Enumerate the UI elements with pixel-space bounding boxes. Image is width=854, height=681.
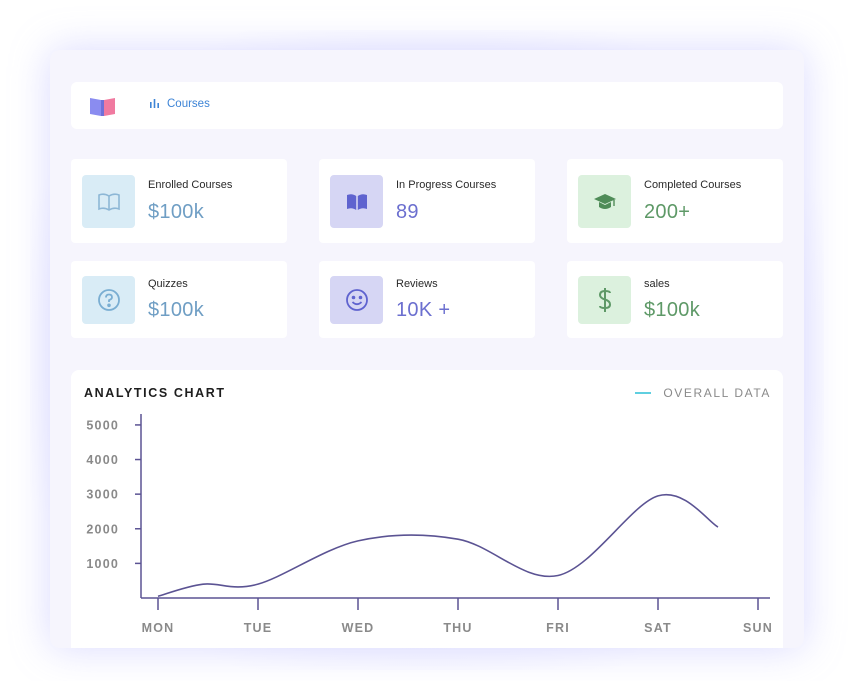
legend-swatch: [635, 392, 652, 394]
y-tick-label: 4000: [86, 453, 119, 467]
x-tick-label: THU: [443, 621, 472, 635]
bar-chart-icon: [149, 97, 160, 111]
top-navbar: Courses: [71, 82, 783, 129]
x-tick-label: SAT: [644, 621, 672, 635]
legend-label: OVERALL DATA: [663, 386, 771, 400]
graduation-cap-icon: [578, 175, 631, 228]
stat-label: Reviews: [396, 278, 438, 290]
stat-value: $100k: [148, 201, 204, 223]
stat-value: $100k: [644, 299, 700, 321]
stat-label: Quizzes: [148, 278, 188, 290]
stat-card-completed-courses[interactable]: Completed Courses 200+: [567, 159, 783, 243]
y-tick-label: 2000: [86, 522, 119, 536]
stat-label: sales: [644, 278, 670, 290]
stat-label: Completed Courses: [644, 179, 742, 191]
stat-value: 10K +: [396, 299, 451, 321]
y-tick-label: 5000: [86, 418, 119, 432]
stat-card-enrolled-courses[interactable]: Enrolled Courses $100k: [71, 159, 287, 243]
series-line-overall-data: [157, 493, 719, 598]
stat-card-in-progress-courses[interactable]: In Progress Courses 89: [319, 159, 535, 243]
stat-card-reviews[interactable]: Reviews 10K +: [319, 261, 535, 338]
book-open-icon: [82, 175, 135, 228]
nav-courses-link[interactable]: Courses: [149, 97, 210, 111]
analytics-chart: 5000 4000 3000 2000 1000 MON TUE WED THU FRI SAT SU…: [86, 414, 773, 635]
stat-value: 89: [396, 201, 419, 223]
dollar-icon: [578, 276, 631, 324]
nav-courses-label: Courses: [167, 98, 210, 110]
stat-label: In Progress Courses: [396, 179, 497, 191]
chart-legend[interactable]: OVERALL DATA: [635, 386, 771, 400]
book-icon: [330, 175, 383, 228]
analytics-chart-card: 5000 4000 3000 2000 1000 MON TUE WED THU FRI SAT SU…: [71, 370, 783, 648]
stat-card-sales[interactable]: sales $100k: [567, 261, 783, 338]
x-tick-label: SUN: [743, 621, 773, 635]
question-circle-icon: [82, 276, 135, 324]
smile-icon: [330, 276, 383, 324]
book-logo-icon[interactable]: [88, 95, 118, 117]
chart-title: ANALYTICS CHART: [84, 386, 226, 400]
y-tick-label: 1000: [86, 557, 119, 571]
stat-label: Enrolled Courses: [148, 179, 233, 191]
stat-card-quizzes[interactable]: Quizzes $100k: [71, 261, 287, 338]
stat-value: $100k: [148, 299, 204, 321]
stat-value: 200+: [644, 201, 691, 223]
y-tick-label: 3000: [86, 488, 119, 502]
x-tick-label: TUE: [244, 621, 273, 635]
x-tick-label: FRI: [546, 621, 570, 635]
x-tick-label: MON: [142, 621, 175, 635]
x-tick-label: WED: [342, 621, 375, 635]
